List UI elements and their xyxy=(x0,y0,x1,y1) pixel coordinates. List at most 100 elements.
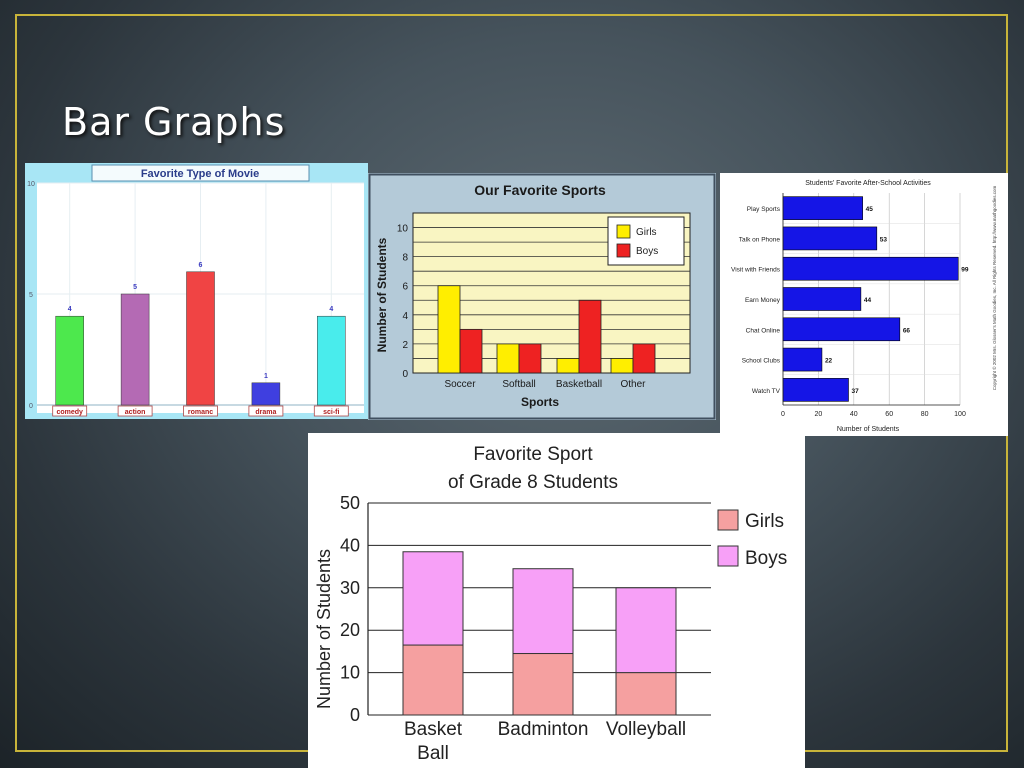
sports-ytick-label: 8 xyxy=(402,253,408,264)
activities-bar xyxy=(782,287,862,311)
movie-ytick-label: 5 xyxy=(29,292,33,299)
movie-category-box xyxy=(183,405,218,417)
grade8-chart: Favorite Sport of Grade 8 Students 0 10 20… xyxy=(308,433,805,768)
movie-bar xyxy=(317,315,346,406)
sports-ytick-label: 0 xyxy=(402,369,408,380)
activities-value-label: 44 xyxy=(864,297,872,304)
sports-chart-ylabel: Number of Students xyxy=(375,237,389,352)
movie-category-label: romanc xyxy=(188,409,213,416)
slide-title: Bar Graphs xyxy=(62,100,286,144)
sports-legend-swatch-boys xyxy=(616,243,631,258)
activities-chart-title: Students' Favorite After-School Activiti… xyxy=(805,180,931,187)
grade8-category-label: Ball xyxy=(417,743,449,764)
grade8-category-label: Basket xyxy=(404,719,463,740)
sports-chart-border xyxy=(368,173,716,420)
activities-xtick-label: 60 xyxy=(885,411,893,418)
activities-bar xyxy=(782,256,959,281)
movie-bar xyxy=(120,293,150,406)
grade8-bar-boys xyxy=(615,587,677,674)
grade8-ytick-label: 50 xyxy=(340,493,360,513)
activities-category-label: Visit with Friends xyxy=(731,267,781,274)
activities-value-label: 53 xyxy=(880,236,888,243)
sports-ytick-label: 10 xyxy=(397,224,409,235)
grade8-ytick-label: 0 xyxy=(350,705,360,725)
activities-chart-copyright: Copyright © 2002 Mrs. Glosser's Math Goo… xyxy=(991,185,997,390)
sports-bar-girls xyxy=(496,343,520,374)
activities-bar xyxy=(782,196,863,220)
activities-bar xyxy=(782,317,901,342)
activities-xtick-label: 80 xyxy=(921,411,929,418)
movie-category-label: action xyxy=(125,409,146,416)
movie-bar xyxy=(186,271,215,406)
activities-category-label: Chat Online xyxy=(746,327,781,334)
grade8-legend-girls: Girls xyxy=(745,511,784,532)
sports-bar-girls xyxy=(437,285,461,374)
movie-value-label: 4 xyxy=(329,306,333,313)
activities-category-label: Watch TV xyxy=(752,388,781,395)
movie-category-label: drama xyxy=(255,409,276,416)
movie-value-label: 5 xyxy=(133,284,137,291)
sports-category-label: Other xyxy=(620,379,646,390)
activities-value-label: 45 xyxy=(866,206,874,213)
activities-category-label: Play Sports xyxy=(747,206,781,213)
grade8-bar-girls xyxy=(615,672,677,716)
activities-category-label: Talk on Phone xyxy=(739,236,781,243)
movie-bar xyxy=(251,382,281,406)
movie-category-label: comedy xyxy=(56,409,83,416)
activities-xtick-label: 100 xyxy=(954,411,966,418)
grade8-ytick-label: 20 xyxy=(340,620,360,640)
grade8-chart-legend: Girls Boys xyxy=(717,509,787,569)
activities-value-label: 99 xyxy=(961,267,969,274)
movie-chart: Favorite Type of Movie 0 5 10 4 comedy 5 actio… xyxy=(25,163,368,419)
sports-bar-boys xyxy=(632,343,656,374)
grade8-category-label: Volleyball xyxy=(606,719,686,740)
activities-value-label: 22 xyxy=(825,358,833,365)
grade8-chart-title-line1: Favorite Sport xyxy=(473,444,593,465)
sports-legend-girls: Girls xyxy=(636,227,657,238)
activities-value-label: 66 xyxy=(903,327,911,334)
grade8-legend-swatch-girls xyxy=(717,509,739,531)
sports-bar-boys xyxy=(578,299,602,374)
activities-bar xyxy=(782,378,849,402)
sports-bar-girls xyxy=(556,358,580,374)
movie-chart-title-box xyxy=(91,164,310,182)
sports-bar-girls xyxy=(610,358,634,374)
movie-ytick-label: 10 xyxy=(27,181,35,188)
activities-bar xyxy=(782,347,823,372)
grade8-category-label: Badminton xyxy=(498,719,589,740)
grade8-bar-boys xyxy=(512,568,574,655)
grade8-bar-girls xyxy=(512,653,574,716)
movie-value-label: 4 xyxy=(68,306,72,313)
grade8-ytick-label: 40 xyxy=(340,535,360,555)
grade8-ytick-label: 10 xyxy=(340,663,360,683)
movie-chart-panel: Favorite Type of Movie 0 5 10 4 comedy 5 actio… xyxy=(25,163,368,419)
sports-legend-box xyxy=(607,216,685,266)
movie-value-label: 6 xyxy=(199,262,203,269)
activities-chart-xlabel: Number of Students xyxy=(837,426,900,433)
activities-chart-panel: Students' Favorite After-School Activiti… xyxy=(720,173,1008,436)
sports-ytick-label: 4 xyxy=(402,311,408,322)
movie-category-box xyxy=(248,405,284,417)
movie-category-label: sci-fi xyxy=(323,409,339,416)
activities-bar xyxy=(782,226,878,251)
grade8-bar-boys xyxy=(402,551,464,646)
grade8-ytick-label: 30 xyxy=(340,578,360,598)
sports-legend-swatch-girls xyxy=(616,224,631,239)
grade8-chart-title-line2: of Grade 8 Students xyxy=(448,472,618,493)
sports-category-label: Basketball xyxy=(556,379,602,390)
sports-category-label: Soccer xyxy=(444,379,476,390)
movie-category-box xyxy=(117,405,153,417)
sports-bar-boys xyxy=(518,343,542,374)
sports-chart: Our Favorite Sports 0 2 4 6 8 10 Soccer Softbal… xyxy=(368,173,716,420)
sports-chart-title: Our Favorite Sports xyxy=(474,182,606,198)
movie-ytick-label: 0 xyxy=(29,403,33,410)
activities-category-label: School Clubs xyxy=(742,358,781,365)
sports-legend-boys: Boys xyxy=(636,246,658,257)
movie-chart-title: Favorite Type of Movie xyxy=(141,168,259,180)
grade8-bar-girls xyxy=(402,644,464,716)
sports-ytick-label: 6 xyxy=(402,282,408,293)
activities-category-label: Earn Money xyxy=(745,297,781,304)
grade8-legend-boys: Boys xyxy=(745,548,787,569)
grade8-legend-swatch-boys xyxy=(717,545,739,567)
movie-category-box xyxy=(52,405,88,417)
